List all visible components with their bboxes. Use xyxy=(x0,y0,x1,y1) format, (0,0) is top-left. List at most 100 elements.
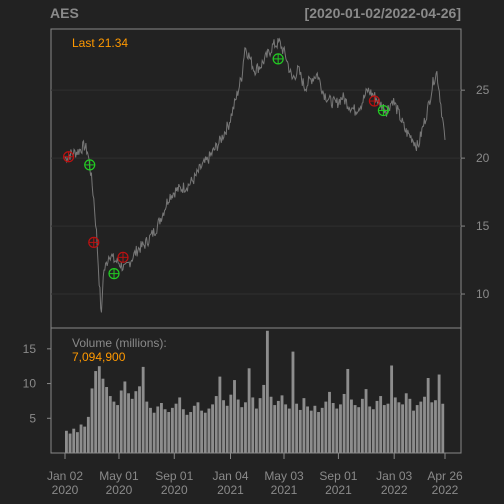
volume-bar xyxy=(353,405,357,453)
volume-bar xyxy=(426,378,430,453)
volume-bar xyxy=(79,424,83,453)
x-tick-label-date: Jan 03 xyxy=(376,469,412,483)
volume-bar xyxy=(108,396,112,453)
volume-bar xyxy=(163,409,167,453)
volume-bar xyxy=(331,403,335,453)
x-tick-label-date: Apr 26 xyxy=(427,469,463,483)
volume-bar xyxy=(167,412,171,453)
sell-signal-marker xyxy=(88,236,100,248)
volume-bar xyxy=(112,401,116,453)
x-tick-label-year: 2020 xyxy=(161,483,188,497)
volume-bar xyxy=(408,398,412,453)
volume-bar xyxy=(401,404,404,453)
volume-bars xyxy=(65,330,445,453)
volume-bar xyxy=(97,366,101,453)
volume-bar xyxy=(119,390,123,453)
signal-markers xyxy=(62,53,389,280)
volume-bar xyxy=(170,407,174,453)
volume-bar xyxy=(178,397,182,453)
volume-bar xyxy=(386,403,390,453)
volume-bar xyxy=(298,409,302,453)
volume-bar xyxy=(357,407,361,453)
volume-y-tick-label: 10 xyxy=(23,377,37,391)
volume-last-value: 7,094,900 xyxy=(72,350,126,364)
volume-bar xyxy=(280,395,284,453)
x-tick-label-year: 2020 xyxy=(106,483,133,497)
sell-signal-marker xyxy=(62,151,75,163)
volume-bar xyxy=(203,412,207,453)
volume-bar xyxy=(233,380,236,453)
x-tick-label-year: 2021 xyxy=(271,483,298,497)
volume-bar xyxy=(350,399,353,453)
volume-bar xyxy=(152,412,156,453)
price-y-axis: 10 15 20 25 xyxy=(461,83,490,301)
volume-bar xyxy=(207,408,211,453)
volume-bar xyxy=(295,403,299,453)
volume-bar xyxy=(94,371,98,453)
volume-bar xyxy=(75,432,79,453)
volume-bar xyxy=(441,403,445,453)
volume-bar xyxy=(430,402,434,453)
volume-bar xyxy=(302,398,306,453)
buy-signal-marker xyxy=(272,53,284,65)
x-tick-label-year: 2021 xyxy=(325,483,352,497)
volume-bar xyxy=(434,400,437,453)
sell-signal-marker xyxy=(368,95,380,107)
volume-bar xyxy=(393,397,397,453)
volume-bar xyxy=(313,405,317,453)
volume-bar xyxy=(200,410,204,453)
volume-bar xyxy=(342,393,346,453)
price-y-tick-label: 15 xyxy=(476,219,490,233)
volume-bar xyxy=(317,412,320,453)
volume-bar xyxy=(214,396,218,453)
volume-bar xyxy=(141,366,145,453)
x-tick-label-date: Sep 01 xyxy=(319,469,357,483)
volume-title: Volume (millions): xyxy=(72,336,167,350)
volume-bar xyxy=(368,406,372,453)
sell-signal-marker xyxy=(117,251,129,263)
volume-bar xyxy=(149,407,152,453)
buy-signal-marker xyxy=(377,104,389,117)
x-tick-label-year: 2022 xyxy=(432,483,459,497)
volume-bar xyxy=(284,404,288,453)
date-range-label: [2020-01-02/2022-04-26] xyxy=(304,5,461,21)
volume-bar xyxy=(145,401,149,453)
volume-bar xyxy=(397,402,401,453)
volume-bar xyxy=(127,393,130,453)
volume-bar xyxy=(404,393,408,453)
volume-bar xyxy=(229,394,233,453)
volume-y-tick-label: 15 xyxy=(23,342,37,356)
x-tick-label-date: Sep 01 xyxy=(155,469,193,483)
volume-bar xyxy=(273,405,277,453)
volume-bar xyxy=(262,384,266,453)
volume-bar xyxy=(156,406,160,453)
price-y-tick-label: 20 xyxy=(476,151,490,165)
x-tick-label-year: 2022 xyxy=(381,483,408,497)
volume-bar xyxy=(419,401,423,453)
volume-bar xyxy=(236,399,240,453)
volume-bar xyxy=(83,426,87,453)
volume-bar xyxy=(185,414,189,453)
volume-bar xyxy=(222,400,225,453)
volume-bar xyxy=(68,433,72,453)
x-tick-label-year: 2021 xyxy=(217,483,244,497)
volume-bar xyxy=(247,368,251,453)
buy-signal-marker xyxy=(108,268,120,280)
x-tick-label-date: Jan 04 xyxy=(212,469,248,483)
price-y-tick-label: 25 xyxy=(476,83,490,97)
volume-bar xyxy=(423,396,426,453)
volume-bar xyxy=(291,351,295,453)
volume-bar xyxy=(269,396,273,453)
volume-bar xyxy=(251,397,255,453)
chart-title: AES xyxy=(50,5,79,21)
buy-signal-marker xyxy=(84,159,96,171)
volume-bar xyxy=(211,404,214,453)
volume-bar xyxy=(258,398,262,453)
volume-bar xyxy=(364,389,368,453)
volume-bar xyxy=(160,403,163,453)
volume-y-tick-label: 5 xyxy=(29,411,36,425)
volume-bar xyxy=(189,412,193,453)
volume-bar xyxy=(360,398,364,453)
